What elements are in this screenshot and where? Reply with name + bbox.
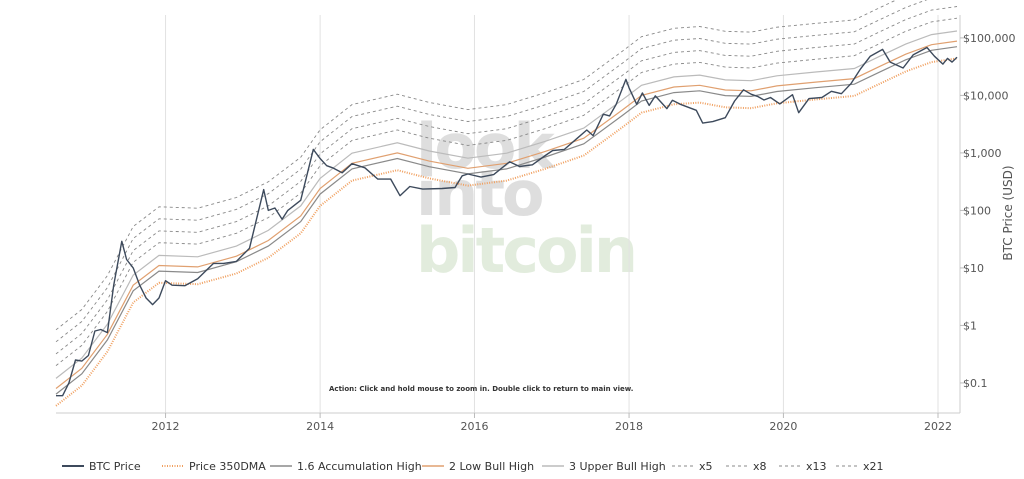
band-x8	[55, 6, 958, 355]
zoom-instruction-note: Action: Click and hold mouse to zoom in.…	[329, 385, 633, 393]
y-tick-label: $100,000	[963, 32, 1016, 45]
band-1-6-accumulation-high	[55, 46, 958, 395]
y-tick-label: $100	[963, 204, 991, 217]
y-tick-label: $1	[963, 319, 977, 332]
legend-label-dma: Price 350DMA	[189, 460, 266, 473]
price-350dma-line	[55, 57, 958, 407]
band-2-low-bull-high	[55, 40, 958, 389]
x-tick-label-2018: 2018	[615, 420, 643, 433]
y-axis-title: BTC Price (USD)	[1001, 165, 1015, 260]
legend-label-btc: BTC Price	[89, 460, 141, 473]
legend-label-upper: 3 Upper Bull High	[569, 460, 666, 473]
x-tick-label-2020: 2020	[769, 420, 797, 433]
series-layer	[55, 0, 958, 407]
x-tick-label-2022: 2022	[924, 420, 952, 433]
y-tick-label: $1,000	[963, 147, 1002, 160]
legend-label-x5: x5	[699, 460, 713, 473]
band-x21	[55, 0, 898, 331]
x-tick-label-2014: 2014	[306, 420, 334, 433]
y-tick-label: $10,000	[963, 89, 1009, 102]
legend-label-acc: 1.6 Accumulation High	[297, 460, 422, 473]
legend-label-x21: x21	[863, 460, 884, 473]
band-3-upper-bull-high	[55, 30, 958, 379]
x-axis: 2012 2014 2016 2018 2020 2022	[152, 413, 952, 433]
legend: BTC Price Price 350DMA 1.6 Accumulation Hi…	[62, 460, 884, 473]
legend-label-low: 2 Low Bull High	[449, 460, 534, 473]
btc-price-line	[56, 46, 958, 397]
legend-label-x13: x13	[806, 460, 827, 473]
band-x5	[55, 17, 958, 366]
y-tick-label: $10	[963, 262, 984, 275]
x-tick-label-2012: 2012	[152, 420, 180, 433]
watermark-word-2: into	[416, 157, 542, 230]
grid	[165, 15, 939, 413]
band-x13	[55, 0, 928, 343]
y-axis: $0.1 $1 $10 $100 $1,000 $10,000 $100,000	[960, 32, 1016, 390]
watermark-word-3: bitcoin	[416, 214, 635, 287]
legend-label-x8: x8	[753, 460, 767, 473]
y-tick-label: $0.1	[963, 377, 988, 390]
x-tick-label-2016: 2016	[460, 420, 488, 433]
